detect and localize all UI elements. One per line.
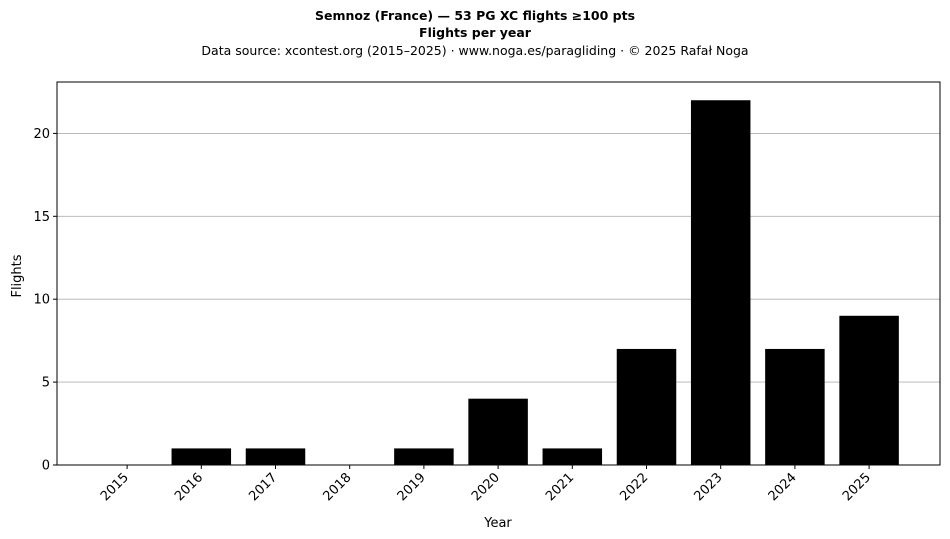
bar-2019 <box>394 448 454 465</box>
x-tick-label: 2021 <box>543 470 577 504</box>
y-tick-label: 10 <box>33 293 50 308</box>
chart-source: Data source: xcontest.org (2015–2025) · … <box>201 43 749 58</box>
x-tick-label: 2019 <box>395 470 429 504</box>
chart-title: Semnoz (France) — 53 PG XC flights ≥100 … <box>314 8 636 23</box>
bar-2022 <box>616 348 677 465</box>
x-tick-label: 2025 <box>840 470 874 504</box>
bar-2023 <box>690 100 751 465</box>
x-axis-label: Year <box>483 516 512 531</box>
bar-2025 <box>839 315 899 465</box>
x-tick-label: 2017 <box>246 470 280 504</box>
y-tick-label: 5 <box>42 376 50 391</box>
x-tick-label: 2018 <box>321 470 355 504</box>
x-tick-label: 2023 <box>692 470 726 504</box>
y-tick-label: 20 <box>33 127 50 142</box>
bar-2017 <box>245 448 306 465</box>
y-axis: 0 5 10 15 20 <box>33 127 57 474</box>
bar-2024 <box>765 348 825 465</box>
x-tick-label: 2022 <box>617 470 651 504</box>
x-tick-label: 2020 <box>469 470 503 504</box>
bar-2021 <box>542 448 603 465</box>
bar-2020 <box>468 398 528 465</box>
y-tick-label: 0 <box>42 459 50 474</box>
bars <box>171 100 899 465</box>
x-tick-label: 2016 <box>172 470 206 504</box>
y-tick-label: 15 <box>33 210 50 225</box>
grid-lines <box>57 132 940 383</box>
x-tick-label: 2024 <box>766 470 800 504</box>
bar-2016 <box>171 448 232 465</box>
x-tick-label: 2015 <box>98 470 132 504</box>
x-axis: 2015 2016 2017 2018 2019 2020 2021 2022 2023 2024… <box>98 465 874 504</box>
y-axis-label: Flights <box>10 254 25 297</box>
chart-subtitle: Flights per year <box>419 25 531 40</box>
